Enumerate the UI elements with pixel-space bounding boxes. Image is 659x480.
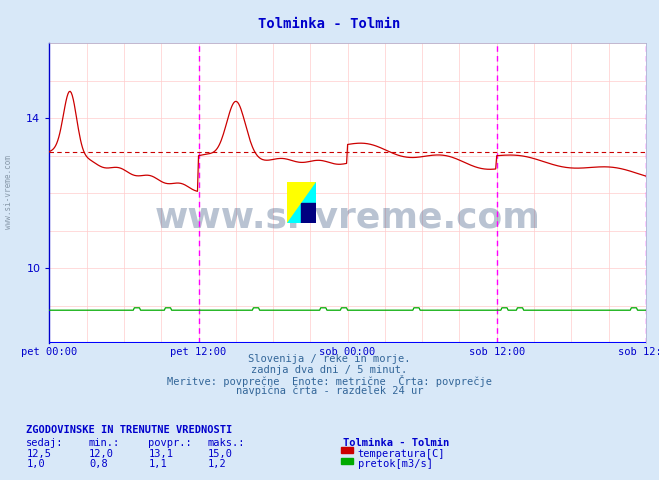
Text: sob 12:00: sob 12:00 (617, 347, 659, 357)
Polygon shape (287, 182, 316, 223)
Text: pet 12:00: pet 12:00 (171, 347, 227, 357)
Text: pet 00:00: pet 00:00 (21, 347, 78, 357)
Text: pretok[m3/s]: pretok[m3/s] (358, 459, 433, 469)
Text: 0,8: 0,8 (89, 459, 107, 469)
Text: 12,5: 12,5 (26, 449, 51, 459)
Text: www.si-vreme.com: www.si-vreme.com (155, 200, 540, 234)
Text: sob 00:00: sob 00:00 (320, 347, 376, 357)
Text: 13,1: 13,1 (148, 449, 173, 459)
Text: temperatura[C]: temperatura[C] (358, 449, 445, 459)
Text: ZGODOVINSKE IN TRENUTNE VREDNOSTI: ZGODOVINSKE IN TRENUTNE VREDNOSTI (26, 425, 233, 435)
Text: 12,0: 12,0 (89, 449, 114, 459)
Text: sedaj:: sedaj: (26, 438, 64, 448)
Text: Meritve: povprečne  Enote: metrične  Črta: povprečje: Meritve: povprečne Enote: metrične Črta:… (167, 375, 492, 387)
Text: 1,0: 1,0 (26, 459, 45, 469)
Text: 1,1: 1,1 (148, 459, 167, 469)
Text: zadnja dva dni / 5 minut.: zadnja dva dni / 5 minut. (251, 365, 408, 375)
Text: navpična črta - razdelek 24 ur: navpična črta - razdelek 24 ur (236, 386, 423, 396)
Text: 15,0: 15,0 (208, 449, 233, 459)
Text: Slovenija / reke in morje.: Slovenija / reke in morje. (248, 354, 411, 364)
Text: Tolminka - Tolmin: Tolminka - Tolmin (258, 17, 401, 31)
Text: min.:: min.: (89, 438, 120, 448)
Polygon shape (302, 203, 316, 223)
Text: Tolminka - Tolmin: Tolminka - Tolmin (343, 438, 449, 448)
Text: www.si-vreme.com: www.si-vreme.com (4, 155, 13, 229)
Text: 1,2: 1,2 (208, 459, 226, 469)
Text: povpr.:: povpr.: (148, 438, 192, 448)
Polygon shape (287, 182, 316, 223)
Text: sob 12:00: sob 12:00 (469, 347, 525, 357)
Text: maks.:: maks.: (208, 438, 245, 448)
